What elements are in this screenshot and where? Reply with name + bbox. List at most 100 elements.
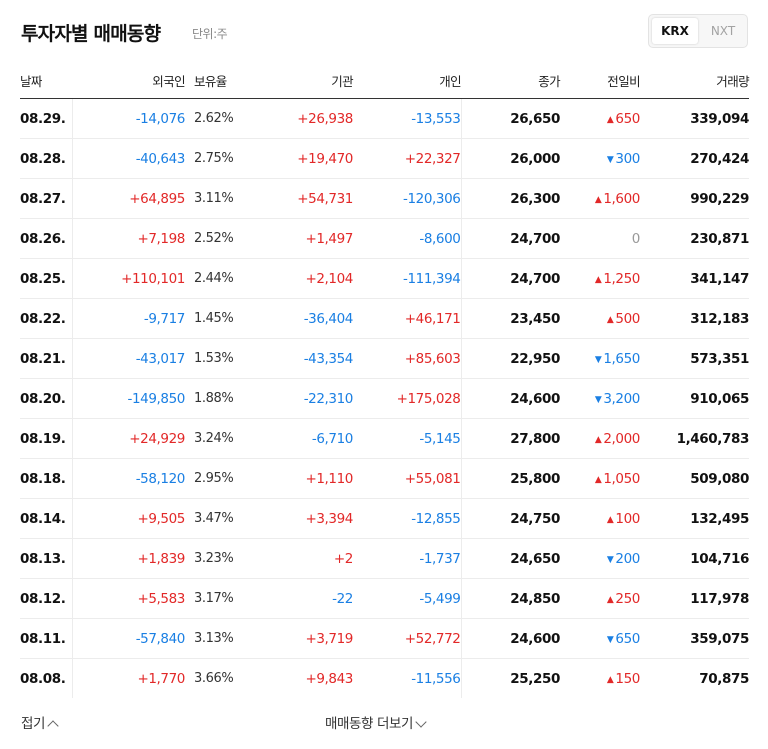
triangle-down-icon: ▼ xyxy=(594,394,602,405)
row-holding-ratio: 3.17% xyxy=(185,578,237,619)
krx-toggle-button[interactable]: KRX xyxy=(652,18,698,44)
row-individual: -8,600 xyxy=(353,218,461,259)
row-holding-ratio: 3.23% xyxy=(185,538,237,579)
row-institution: +1,110 xyxy=(237,458,353,499)
row-holding-ratio: 2.95% xyxy=(185,458,237,499)
row-change-value: 650 xyxy=(615,110,640,127)
row-change-value: 300 xyxy=(615,150,640,167)
row-close-price: 26,300 xyxy=(460,178,560,219)
row-date: 08.25. xyxy=(20,258,72,299)
row-change: ▼ 1,650 xyxy=(560,338,648,379)
row-foreign: +5,583 xyxy=(71,578,185,619)
row-institution: +2 xyxy=(237,538,353,579)
row-foreign: -58,120 xyxy=(71,458,185,499)
row-close-price: 23,450 xyxy=(460,298,560,339)
row-individual: +46,171 xyxy=(353,298,461,339)
row-institution: -43,354 xyxy=(237,338,353,379)
row-volume: 230,871 xyxy=(648,218,749,259)
row-date: 08.29. xyxy=(20,98,72,139)
row-individual: -5,145 xyxy=(353,418,461,459)
row-date: 08.18. xyxy=(20,458,72,499)
row-change: 0 xyxy=(560,218,648,259)
table-row: 08.21. -43,017 1.53% -43,354 +85,603 22,950 ▼ 1… xyxy=(20,338,749,379)
triangle-up-icon: ▲ xyxy=(606,674,614,685)
row-individual: +55,081 xyxy=(353,458,461,499)
col-header-change: 전일비 xyxy=(560,62,648,99)
triangle-up-icon: ▲ xyxy=(606,314,614,325)
row-holding-ratio: 3.66% xyxy=(194,671,234,686)
row-volume: 990,229 xyxy=(648,178,749,219)
table-row: 08.26. +7,198 2.52% +1,497 -8,600 24,700 0 230,… xyxy=(20,218,749,259)
row-change: ▲ 1,050 xyxy=(560,458,648,499)
row-change: ▼ 650 xyxy=(560,618,648,659)
triangle-up-icon: ▲ xyxy=(594,274,602,285)
row-close-price: 24,750 xyxy=(460,498,560,539)
row-institution: -6,710 xyxy=(237,418,353,459)
row-close-price: 24,700 xyxy=(460,218,560,259)
row-change: ▲ 250 xyxy=(560,578,648,619)
table-row: 08.25. +110,101 2.44% +2,104 -111,394 24,700 ▲… xyxy=(20,258,749,299)
row-change-value: 1,650 xyxy=(603,350,640,367)
row-volume: 117,978 xyxy=(648,578,749,619)
row-institution: -36,404 xyxy=(237,298,353,339)
row-foreign: -14,076 xyxy=(71,98,185,139)
row-date: 08.08. xyxy=(20,670,66,687)
table-body: 08.29. -14,076 2.62% +26,938 -13,553 26,650 ▲ 6… xyxy=(20,98,749,698)
row-institution: +2,104 xyxy=(237,258,353,299)
col-header-foreign: 외국인 xyxy=(72,62,186,99)
row-holding-ratio: 1.45% xyxy=(185,298,237,339)
col-header-holding: 보유율 xyxy=(185,62,237,99)
collapse-button[interactable]: 접기 xyxy=(21,712,59,732)
row-institution: +19,470 xyxy=(237,138,353,179)
row-close-price: 27,800 xyxy=(460,418,560,459)
widget-title: 투자자별 매매동향 xyxy=(21,23,161,45)
row-individual: -120,306 xyxy=(353,178,461,219)
row-volume: 359,075 xyxy=(648,618,749,659)
row-institution: -22,310 xyxy=(237,378,353,419)
row-date: 08.13. xyxy=(20,538,72,579)
row-change-value: 100 xyxy=(615,510,640,527)
row-foreign: -149,850 xyxy=(71,378,185,419)
triangle-up-icon: ▲ xyxy=(594,434,602,445)
chevron-up-icon xyxy=(47,720,59,732)
row-holding-ratio: 3.13% xyxy=(185,618,237,659)
row-change: ▲ 500 xyxy=(560,298,648,339)
row-close-price: 24,600 xyxy=(460,378,560,419)
row-close-price: 24,650 xyxy=(460,538,560,579)
nxt-toggle-button[interactable]: NXT xyxy=(710,24,736,38)
triangle-down-icon: ▼ xyxy=(594,354,602,365)
col-header-volume: 거래량 xyxy=(648,62,750,99)
unit-label: 단위:주 xyxy=(192,27,228,41)
row-individual: +22,327 xyxy=(353,138,461,179)
row-holding-ratio: 3.47% xyxy=(185,498,237,539)
collapse-label: 접기 xyxy=(21,716,46,732)
col-header-institution: 기관 xyxy=(237,62,354,99)
row-holding-ratio: 2.52% xyxy=(185,218,237,259)
more-trading-label: 매매동향 더보기 xyxy=(325,716,414,732)
row-change-value: 3,200 xyxy=(603,390,640,407)
row-change-value: 0 xyxy=(631,230,641,247)
row-change-value: 200 xyxy=(615,550,640,567)
row-foreign: -40,643 xyxy=(71,138,185,179)
table-row: 08.20. -149,850 1.88% -22,310 +175,028 24,600… xyxy=(20,378,749,419)
row-close-price: 26,000 xyxy=(460,138,560,179)
table-header-row: 날짜 외국인 보유율 기관 개인 종가 전일비 거래량 xyxy=(20,62,750,99)
more-trading-button[interactable]: 매매동향 더보기 xyxy=(325,712,427,732)
col-header-date: 날짜 xyxy=(20,62,72,99)
row-holding-ratio: 3.11% xyxy=(185,178,237,219)
row-individual: -12,855 xyxy=(353,498,461,539)
row-institution: +3,394 xyxy=(237,498,353,539)
row-close-price: 22,950 xyxy=(460,338,560,379)
row-institution: +3,719 xyxy=(237,618,353,659)
row-volume: 132,495 xyxy=(648,498,749,539)
row-change-value: 1,250 xyxy=(603,270,640,287)
row-volume: 1,460,783 xyxy=(648,418,749,459)
row-foreign: +64,895 xyxy=(71,178,185,219)
row-change-value: 1,050 xyxy=(603,470,640,487)
table-row: 08.27. +64,895 3.11% +54,731 -120,306 26,300 ▲… xyxy=(20,178,749,219)
row-date: 08.21. xyxy=(20,338,72,379)
row-change-value: 650 xyxy=(615,630,640,647)
col-header-individual: 개인 xyxy=(353,62,462,99)
row-change: ▲ 2,000 xyxy=(560,418,648,459)
